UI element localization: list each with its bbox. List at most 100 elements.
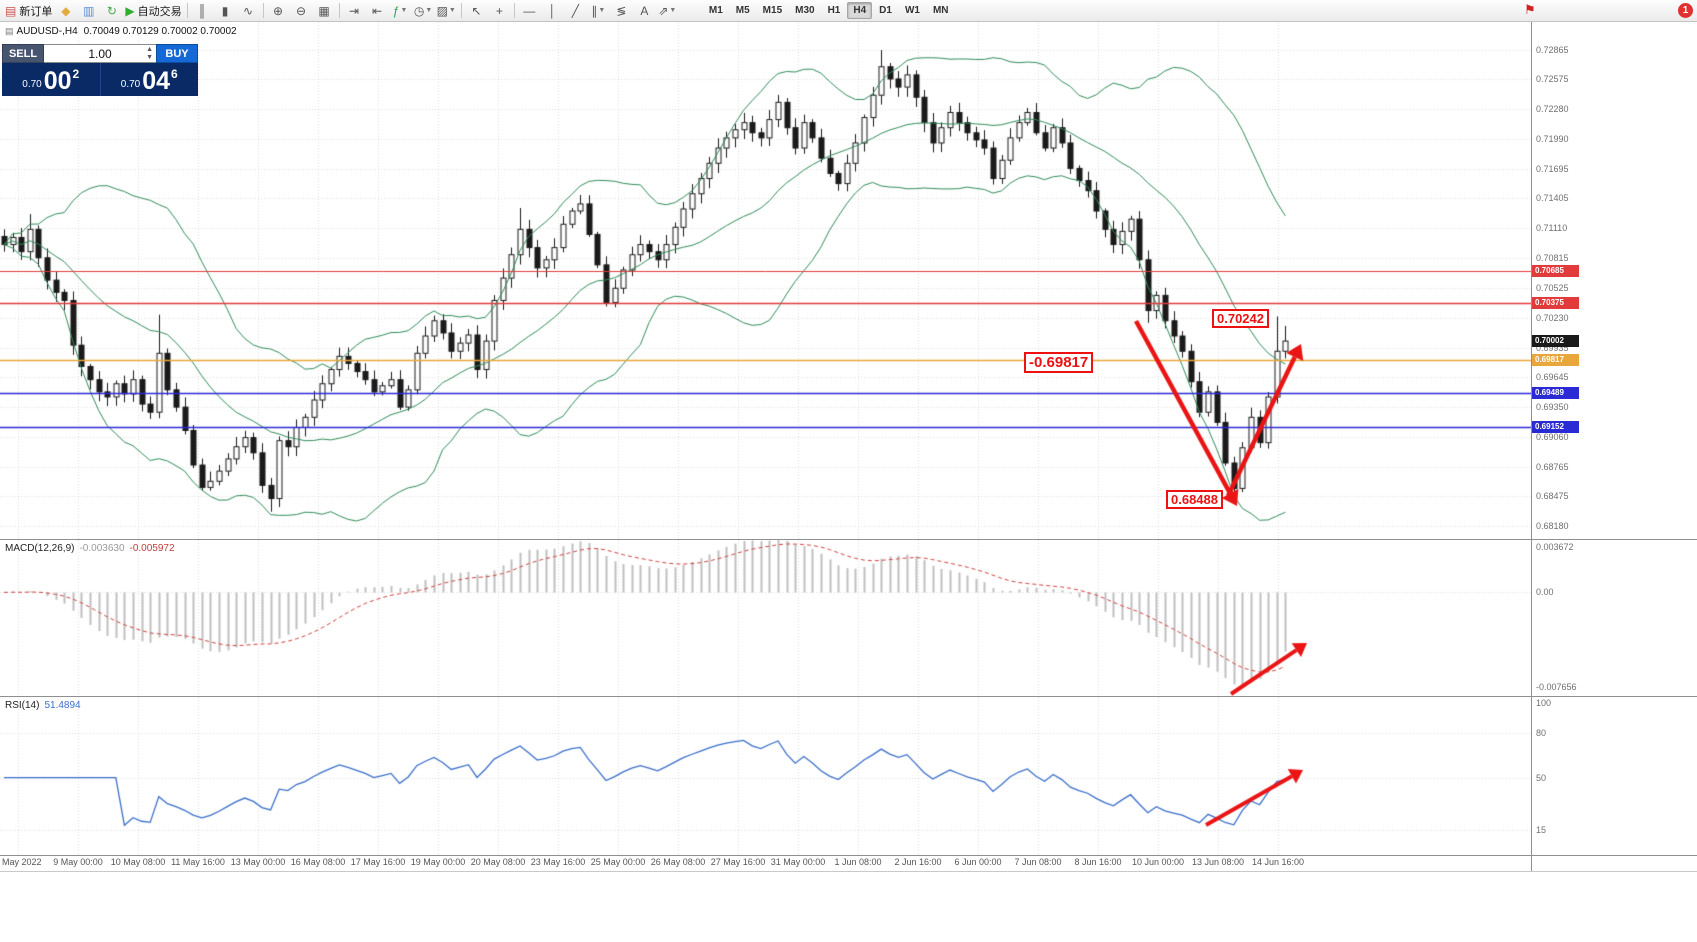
vertical-line-icon[interactable]: │ [541,2,564,20]
timeframe-button-m15[interactable]: M15 [762,5,783,16]
auto-scroll-icon: ⇥ [349,3,360,18]
timeframe-group: M1 M5 M15 M30 H1 H4 D1 W1 MN [703,2,955,19]
candlestick-chart-icon[interactable]: ▮ [214,2,237,20]
fibonacci-icon[interactable]: ≶ [610,2,633,20]
templates-icon[interactable]: ▨ ▼ [435,2,458,20]
date-axis-label: 31 May 00:00 [770,857,826,867]
timeframe-button-m5[interactable]: M5 [735,5,750,16]
crosshair-icon[interactable]: + [488,2,511,20]
macd-canvas[interactable] [0,540,1531,696]
macd-signal-value: -0.005972 [129,543,175,554]
arrows-tool-icon[interactable]: ⇗ ▼ [656,2,679,20]
price-chart-canvas[interactable] [0,22,1531,539]
buy-price-point: 6 [171,67,178,81]
timeframe-button-mn[interactable]: MN [932,5,949,16]
date-axis-label: 14 Jun 16:00 [1251,857,1305,867]
price-axis-tick: 0.71110 [1536,223,1568,234]
sell-price-display[interactable]: 0.70 00 2 [2,63,101,96]
chart-bottom-border [0,871,1697,872]
swing-high-label[interactable]: 0.70242 [1212,309,1269,328]
profiles-icon[interactable]: ◆ [54,2,77,20]
zoom-in-icon[interactable]: ⊕ [267,2,290,20]
rsi-header: RSI(14) 51.4894 [5,700,81,711]
cursor-icon[interactable]: ↖ [465,2,488,20]
new-order-button[interactable]: ▤ 新订单 [3,2,54,20]
price-axis-tick: 0.69645 [1536,372,1569,383]
date-axis-label: 11 May 16:00 [171,857,225,867]
volume-down-button[interactable]: ▼ [146,54,153,61]
buy-button[interactable]: BUY [156,44,198,63]
rsi-value: 51.4894 [44,700,81,711]
date-axis-label: 20 May 08:00 [470,857,526,867]
level-price-label[interactable]: -0.69817 [1024,352,1094,373]
rsi-canvas[interactable] [0,697,1531,855]
horizontal-line-icon[interactable]: — [518,2,541,20]
market-watch-icon[interactable]: ▥ [77,2,100,20]
timeframe-button-h4[interactable]: H4 [847,2,873,19]
buy-price-pips: 04 [142,67,171,95]
auto-scroll-icon[interactable]: ⇥ [343,2,366,20]
symbol-period-label: AUDUSD-,H4 [16,26,78,37]
date-axis-label: 17 May 16:00 [350,857,406,867]
alert-flag-icon[interactable]: ⚑ [1524,2,1536,17]
toolbar-separator [460,3,462,18]
chart-shift-icon[interactable]: ⇤ [366,2,389,20]
price-tag: 0.69489 [1532,387,1579,399]
text-tool-icon[interactable]: A [633,2,656,20]
macd-title: MACD(12,26,9) [5,543,75,554]
notification-badge[interactable]: 1 [1678,3,1693,18]
trendline-icon[interactable]: ╱ [564,2,587,20]
refresh-icon[interactable]: ↻ [100,2,123,20]
price-axis-tick: 0.70525 [1536,282,1569,293]
date-axis-label: 25 May 00:00 [590,857,646,867]
profiles-icon: ◆ [61,3,71,18]
auto-trading-button[interactable]: ▶ 自动交易 [123,2,183,20]
timeframe-button-w1[interactable]: W1 [904,5,920,16]
indicators-icon: ƒ [392,3,400,18]
new-order-button: ▤ [5,3,17,18]
price-axis-tick: 0.71695 [1536,163,1569,174]
price-scale-border[interactable] [1531,22,1532,871]
timeframe-button-m1[interactable]: M1 [708,5,723,16]
date-axis-label: 6 Jun 00:00 [954,857,1002,867]
rsi-title: RSI(14) [5,700,40,711]
tile-windows-icon[interactable]: ▦ [313,2,336,20]
chevron-down-icon: ▼ [448,7,456,14]
price-axis-tick: 0.68180 [1536,521,1569,531]
zoom-out-icon[interactable]: ⊖ [290,2,313,20]
timeframe-button-h1[interactable]: H1 [827,5,841,16]
volume-up-button[interactable]: ▲ [146,46,153,53]
quote-bar: ▤ AUDUSD-,H4 0.70049 0.70129 0.70002 0.700… [5,26,237,37]
new-order-button-label: 新订单 [19,5,53,18]
date-axis-label: 5 May 2022 [0,857,42,867]
indicators-icon[interactable]: ƒ ▼ [389,2,412,20]
price-tag: 0.70685 [1532,265,1579,278]
text-tool-icon: A [640,3,649,18]
toolbar-separator [262,3,264,18]
channel-icon[interactable]: ∥ ▼ [587,2,610,20]
buy-price-display[interactable]: 0.70 04 6 [101,63,199,96]
price-axis-tick: 0.72865 [1536,45,1569,55]
sell-button[interactable]: SELL [2,44,44,63]
rsi-panel-splitter[interactable] [0,696,1697,697]
zoom-in-icon: ⊕ [273,3,284,18]
line-chart-icon[interactable]: ∿ [237,2,260,20]
channel-icon: ∥ [591,3,598,18]
price-axis-tick: 0.70815 [1536,253,1569,264]
bar-chart-icon[interactable]: ║ [191,2,214,20]
price-tag: 0.70002 [1532,334,1579,347]
refresh-icon: ↻ [106,3,117,18]
timeframe-button-m30[interactable]: M30 [795,5,815,16]
crosshair-icon: + [495,3,503,18]
macd-axis-label: -0.007656 [1536,682,1577,692]
toolbar: ▤ 新订单 ◆ ▥ ↻ ▶ 自动交易 ║ ▮ ∿ ⊕ ⊖ ▦ ⇥ ⇤ ƒ ▼ ◷ ▼ ▨ ▼ ↖ + — │ ╱ ∥ ▼ ≶ A ⇗ ▼ M1… [0,0,1697,22]
volume-input[interactable]: 1.00 ▲ ▼ [44,44,156,63]
periods-icon[interactable]: ◷ ▼ [412,2,435,20]
swing-low-label[interactable]: 0.68488 [1166,490,1223,509]
timeframe-button-d1[interactable]: D1 [879,5,892,16]
macd-panel-splitter[interactable] [0,539,1697,540]
volume-value: 1.00 [88,46,112,61]
line-chart-icon: ∿ [243,3,254,18]
vertical-line-icon: │ [548,3,557,18]
chevron-down-icon: ▼ [598,7,606,14]
